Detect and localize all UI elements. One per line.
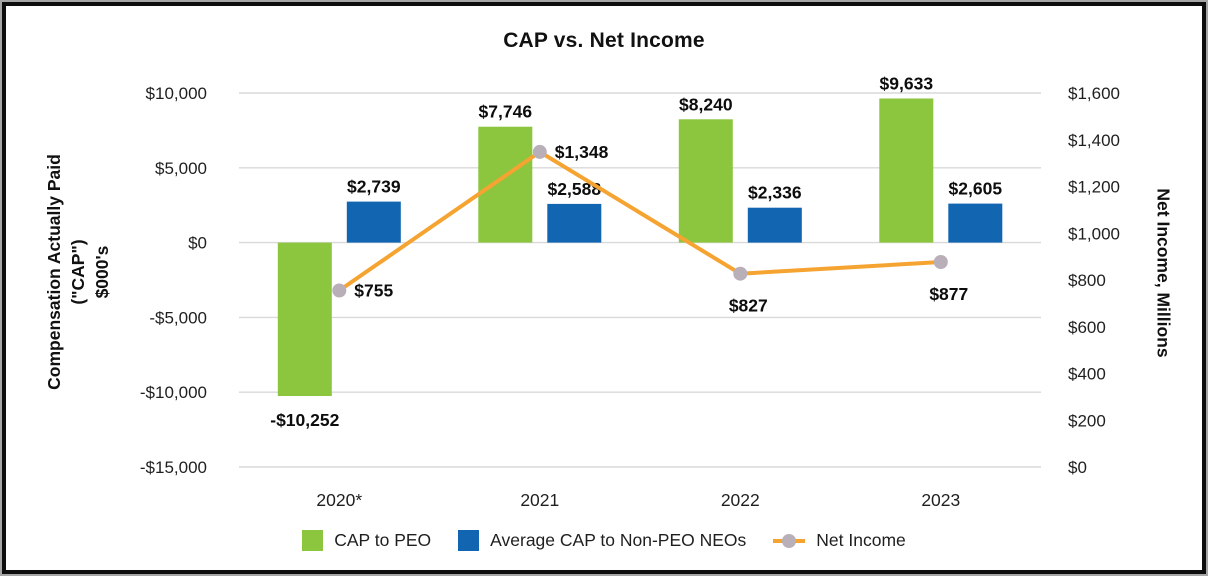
bar-cap-to-peo <box>678 119 733 243</box>
net-income-marker <box>733 266 748 281</box>
x-axis-category-label: 2021 <box>520 490 559 510</box>
legend-net-income-marker-icon <box>773 533 806 548</box>
bar-cap-to-peo <box>879 98 934 243</box>
legend-label-cap-to-peo: CAP to PEO <box>334 530 432 550</box>
legend-item-avg-cap-non-peo: Average CAP to Non-PEO NEOs <box>458 530 746 551</box>
bar-avg-cap-non-peo <box>346 201 401 243</box>
legend-swatch-avg-cap-non-peo-icon <box>458 530 480 551</box>
bar-data-label: -$10,252 <box>270 410 339 430</box>
legend-item-net-income: Net Income <box>773 530 906 551</box>
right-axis-tick-label: $400 <box>1068 365 1106 384</box>
legend-label-avg-cap-non-peo: Average CAP to Non-PEO NEOs <box>490 530 747 550</box>
net-income-line <box>338 149 941 293</box>
bar-data-label: $7,746 <box>479 102 533 122</box>
right-axis-tick-label: $200 <box>1068 411 1106 430</box>
net-income-data-label: $877 <box>929 284 968 304</box>
net-income-data-label: $1,348 <box>555 142 609 162</box>
legend: CAP to PEO Average CAP to Non-PEO NEOs N… <box>2 530 1206 551</box>
net-income-data-label: $827 <box>729 296 768 316</box>
bar-data-label: $2,739 <box>347 177 401 197</box>
chart-title: CAP vs. Net Income <box>503 29 705 52</box>
right-axis-tick-label: $1,600 <box>1068 84 1120 103</box>
left-axis-tick-label: $0 <box>188 234 207 253</box>
bar-avg-cap-non-peo <box>547 203 602 243</box>
right-axis-tick-label: $1,000 <box>1068 224 1120 243</box>
right-axis-tick-label: $1,200 <box>1068 178 1120 197</box>
bar-data-label: $2,336 <box>748 183 802 203</box>
bar-data-label: $9,633 <box>880 74 934 94</box>
net-income-marker <box>332 283 347 298</box>
bar-cap-to-peo <box>277 242 332 396</box>
bar-data-label: $8,240 <box>679 94 733 114</box>
right-axis-tick-label: $600 <box>1068 318 1106 337</box>
net-income-data-label: $755 <box>354 281 393 301</box>
net-income-marker <box>532 144 547 159</box>
right-axis-tick-label: $800 <box>1068 271 1106 290</box>
legend-net-income-dot-icon <box>782 533 797 548</box>
legend-label-net-income: Net Income <box>816 530 906 550</box>
net-income-marker <box>933 255 948 269</box>
left-axis-tick-label: -$5,000 <box>149 308 207 327</box>
left-axis-tick-label: -$15,000 <box>140 458 207 477</box>
bar-cap-to-peo <box>478 126 533 243</box>
bar-data-label: $2,588 <box>548 179 602 199</box>
x-axis-category-label: 2020* <box>316 490 362 510</box>
legend-item-cap-to-peo: CAP to PEO <box>302 530 431 551</box>
left-axis-tick-label: -$10,000 <box>140 383 207 402</box>
left-axis-tick-label: $5,000 <box>155 159 207 178</box>
bar-avg-cap-non-peo <box>948 203 1003 243</box>
left-axis-tick-label: $10,000 <box>146 84 207 103</box>
legend-swatch-cap-to-peo-icon <box>302 530 324 551</box>
bar-avg-cap-non-peo <box>747 207 802 243</box>
bar-data-label: $2,605 <box>949 179 1003 199</box>
right-axis-tick-label: $1,400 <box>1068 131 1120 150</box>
x-axis-category-label: 2022 <box>721 490 760 510</box>
right-axis-tick-label: $0 <box>1068 458 1087 477</box>
x-axis-category-label: 2023 <box>921 490 960 510</box>
